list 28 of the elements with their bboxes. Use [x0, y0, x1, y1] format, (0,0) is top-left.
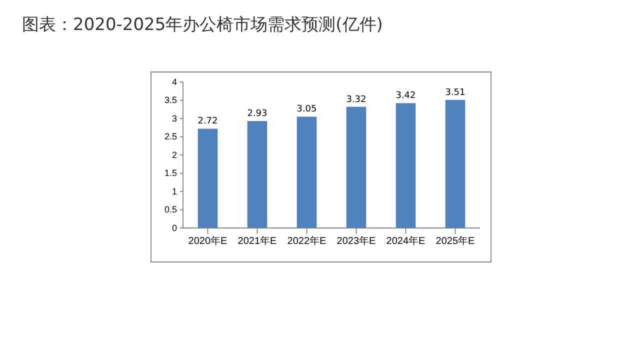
x-tick-label: 2022年E: [287, 235, 327, 248]
data-label: 3.42: [396, 91, 416, 102]
x-tick-label: 2020年E: [188, 235, 228, 248]
y-tick-label: 2.5: [164, 132, 177, 142]
y-tick-label: 1.5: [164, 168, 177, 178]
x-tick-label: 2021年E: [238, 235, 278, 248]
data-label: 2.72: [198, 116, 218, 127]
data-label: 3.05: [296, 104, 317, 115]
x-tick-label: 2024年E: [386, 235, 426, 248]
bar: [445, 100, 466, 228]
data-label: 3.32: [346, 94, 366, 105]
bar: [247, 121, 268, 228]
y-tick-label: 3: [172, 113, 177, 124]
y-tick-label: 4: [172, 76, 177, 87]
chart-title: 图表：2020-2025年办公椅市场需求预测(亿件): [22, 15, 383, 35]
bar: [346, 106, 366, 228]
data-label: 3.51: [445, 88, 466, 98]
bar: [396, 103, 416, 228]
y-tick-label: 3.5: [164, 95, 177, 106]
y-tick-label: 0.5: [164, 204, 177, 215]
x-tick-label: 2023年E: [336, 235, 376, 248]
bar: [296, 116, 317, 228]
y-tick-label: 1: [172, 186, 177, 196]
y-tick-label: 0: [172, 222, 177, 233]
x-tick-label: 2025年E: [436, 235, 476, 248]
bar: [198, 128, 218, 228]
data-label: 2.93: [247, 109, 268, 120]
y-tick-label: 2: [172, 150, 177, 160]
